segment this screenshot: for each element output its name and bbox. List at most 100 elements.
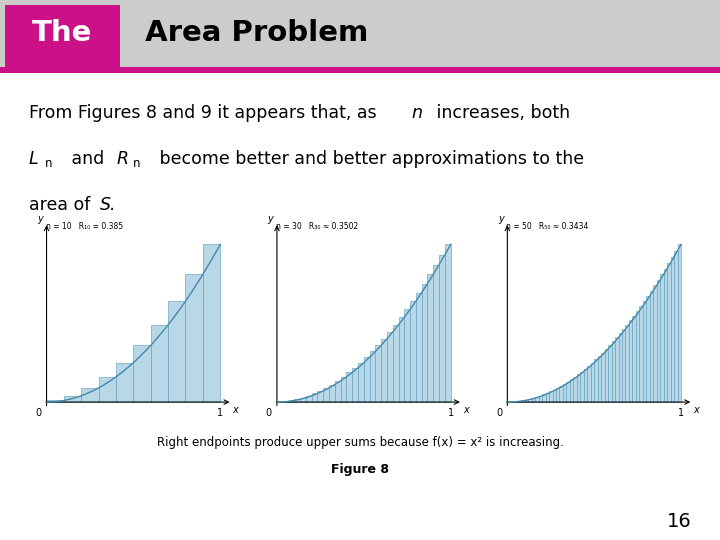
Text: become better and better approximations to the: become better and better approximations … [154, 150, 584, 168]
Bar [563, 384, 567, 402]
Text: 1: 1 [448, 408, 454, 418]
Bar [186, 274, 203, 402]
Text: area of: area of [29, 197, 96, 214]
Bar [422, 284, 428, 402]
Bar [0, 67, 720, 73]
Text: x: x [463, 405, 469, 415]
Bar [632, 316, 636, 402]
Bar [542, 394, 546, 402]
Bar [546, 393, 549, 402]
Text: increases, both: increases, both [431, 104, 571, 122]
Bar [521, 401, 525, 402]
Bar [608, 345, 611, 402]
Bar [653, 286, 657, 402]
Bar [622, 329, 626, 402]
Bar [133, 345, 150, 402]
Bar [306, 396, 312, 402]
Bar [639, 306, 643, 402]
Bar [615, 338, 618, 402]
Bar [399, 318, 405, 402]
Bar [329, 384, 335, 402]
Bar [598, 356, 601, 402]
Bar [335, 381, 341, 402]
Bar [559, 386, 563, 402]
Bar [649, 291, 653, 402]
Bar [570, 379, 573, 402]
Bar [588, 366, 590, 402]
Bar [5, 5, 120, 67]
Bar [626, 325, 629, 402]
Text: n = 50   R₅₀ ≈ 0.3434: n = 50 R₅₀ ≈ 0.3434 [506, 222, 589, 231]
Bar [594, 360, 598, 402]
Text: 1: 1 [217, 408, 223, 418]
Text: S.: S. [100, 197, 117, 214]
Bar [318, 391, 323, 402]
Bar [643, 301, 647, 402]
Bar [312, 394, 318, 402]
Bar [535, 397, 539, 402]
Text: x: x [233, 405, 238, 415]
Text: and: and [66, 150, 109, 168]
Bar [387, 332, 392, 402]
Bar [439, 255, 445, 402]
Text: Right endpoints produce upper sums because f(x) = x² is increasing.: Right endpoints produce upper sums becau… [156, 436, 564, 449]
Bar [518, 401, 521, 402]
Bar [531, 398, 535, 402]
Bar [364, 357, 369, 402]
Text: The: The [32, 19, 92, 47]
Text: y: y [37, 214, 43, 224]
Bar [549, 392, 552, 402]
Bar [667, 263, 670, 402]
Bar [294, 399, 300, 402]
Text: n = 10   R₁₀ = 0.385: n = 10 R₁₀ = 0.385 [45, 222, 122, 231]
Bar [346, 373, 352, 402]
Bar [601, 353, 605, 402]
Bar [629, 320, 632, 402]
Text: 0: 0 [35, 408, 41, 418]
Bar [445, 245, 451, 402]
Bar [428, 274, 433, 402]
Text: R: R [117, 150, 129, 168]
Bar [81, 388, 99, 402]
Bar [660, 274, 664, 402]
Bar [611, 341, 615, 402]
Bar [283, 401, 289, 402]
Bar [584, 369, 588, 402]
Bar [203, 245, 220, 402]
Text: L: L [29, 150, 38, 168]
Bar [433, 265, 439, 402]
Bar [678, 245, 681, 402]
Bar [573, 377, 577, 402]
Bar [556, 388, 559, 402]
Bar [674, 251, 678, 402]
Text: n: n [133, 157, 140, 170]
Bar [64, 396, 81, 402]
Bar [590, 363, 594, 402]
Bar [636, 311, 639, 402]
Text: 16: 16 [667, 512, 691, 531]
Bar [381, 339, 387, 402]
Bar [289, 401, 294, 402]
Bar [341, 377, 346, 402]
Bar [618, 333, 622, 402]
Text: y: y [498, 214, 504, 224]
Bar [605, 349, 608, 402]
Bar [323, 388, 329, 402]
Bar [539, 396, 542, 402]
Text: Area Problem: Area Problem [135, 19, 368, 47]
Text: 1: 1 [678, 408, 684, 418]
Text: Figure 8: Figure 8 [331, 463, 389, 476]
Text: y: y [268, 214, 274, 224]
Text: From Figures 8 and 9 it appears that, as: From Figures 8 and 9 it appears that, as [29, 104, 382, 122]
Bar [168, 301, 186, 402]
Text: 0: 0 [496, 408, 502, 418]
Bar [405, 309, 410, 402]
Bar [358, 363, 364, 402]
Bar [300, 397, 306, 402]
Bar [410, 301, 416, 402]
Text: n = 30   R₃₀ ≈ 0.3502: n = 30 R₃₀ ≈ 0.3502 [276, 222, 358, 231]
Bar [116, 363, 133, 402]
Bar [150, 325, 168, 402]
Bar [99, 377, 116, 402]
Bar [369, 352, 375, 402]
